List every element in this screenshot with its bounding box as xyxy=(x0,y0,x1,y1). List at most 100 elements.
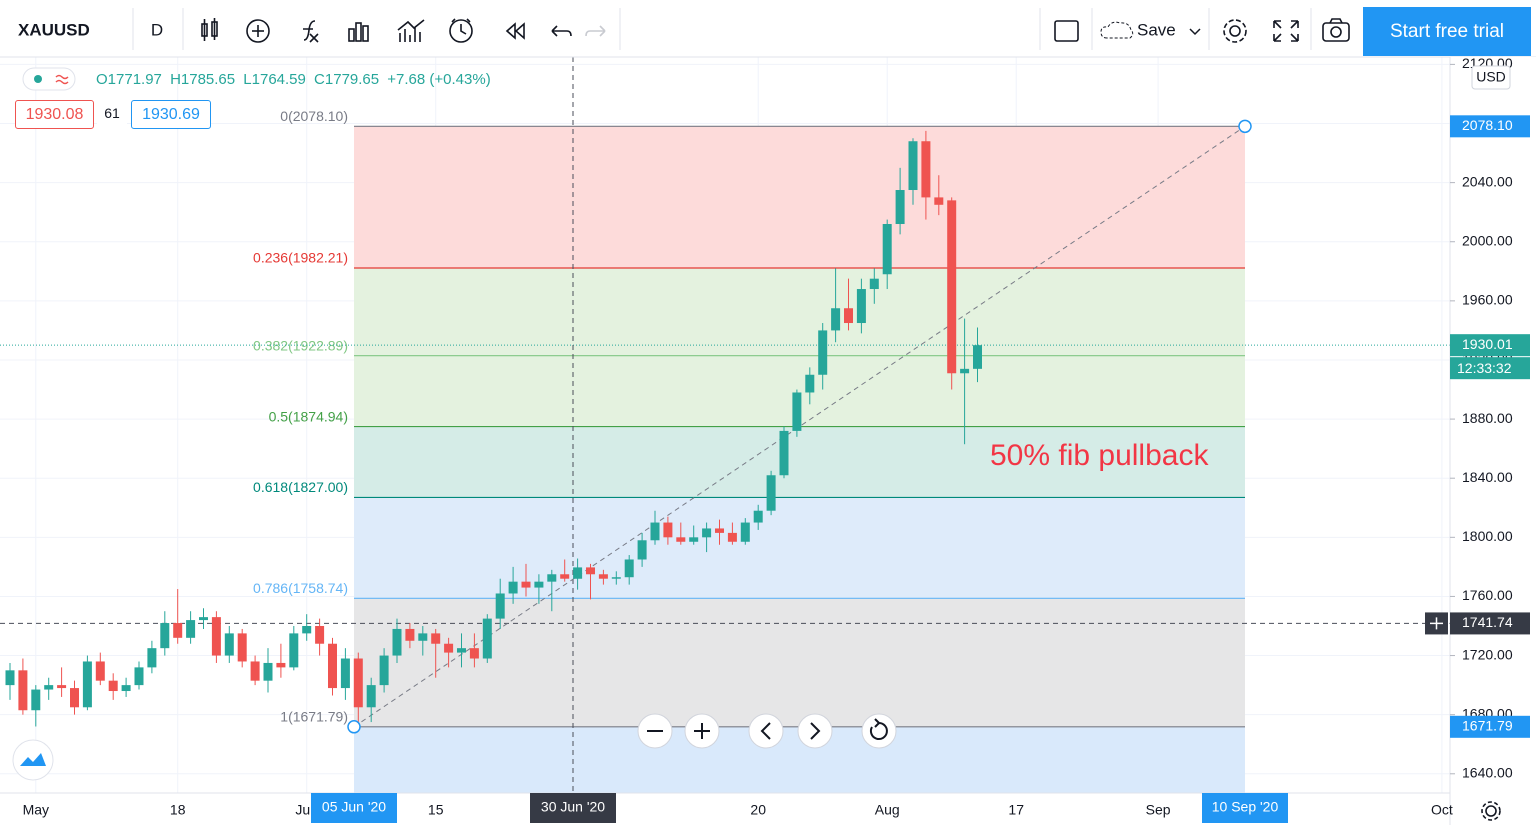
candle-body xyxy=(18,670,28,711)
x-tick-label: 17 xyxy=(1008,802,1024,818)
candle-body xyxy=(70,688,79,708)
candle-body xyxy=(5,670,15,686)
candle-body xyxy=(95,661,105,681)
candle-body xyxy=(57,685,67,689)
layout-icon[interactable] xyxy=(1054,20,1079,42)
candle-body xyxy=(844,308,853,324)
buy-price[interactable]: 1930.69 xyxy=(131,100,211,129)
save-dropdown[interactable] xyxy=(1189,28,1201,36)
range-end-label-box xyxy=(1202,793,1288,823)
candle-body xyxy=(392,628,402,656)
settings-icon[interactable] xyxy=(1481,801,1501,821)
candle-body xyxy=(328,643,337,689)
crosshair-price-label: 1741.74 xyxy=(1462,614,1513,630)
add-alert-icon xyxy=(1430,617,1443,630)
toolbar-bg xyxy=(0,0,1536,57)
toolbar-icons-right[interactable] xyxy=(1223,18,1350,43)
candle-body xyxy=(869,278,879,290)
legend-open: O1771.97 xyxy=(96,71,162,88)
price-tag xyxy=(1450,715,1530,738)
symbol[interactable]: XAUUSD xyxy=(18,20,90,39)
zoom-in[interactable] xyxy=(684,713,720,749)
candle-body xyxy=(457,648,466,653)
fib-label: 0.5(1874.94) xyxy=(269,408,348,424)
candle-body xyxy=(186,620,196,638)
candle-body xyxy=(637,540,647,560)
x-tick-label: 15 xyxy=(428,802,444,818)
candle-body xyxy=(147,648,157,668)
x-tick-label: 20 xyxy=(750,802,766,818)
crosshair-price-tag xyxy=(1450,612,1530,635)
candle-body xyxy=(534,581,544,588)
reset-view[interactable] xyxy=(861,713,897,749)
candle-body xyxy=(624,559,634,578)
trial-button[interactable] xyxy=(1363,7,1531,56)
y-tick-label: 1960.00 xyxy=(1462,292,1513,308)
fib-handle xyxy=(347,720,361,734)
zoom-controls xyxy=(637,713,897,749)
countdown-box xyxy=(1450,357,1530,380)
candle-body xyxy=(44,685,54,690)
x-tick-label: 18 xyxy=(170,802,186,818)
candle-body xyxy=(792,392,802,431)
fib-zone xyxy=(354,126,1245,269)
x-tick-label: May xyxy=(23,802,49,818)
fib-handle xyxy=(1238,119,1252,134)
redo-icon[interactable] xyxy=(585,25,606,37)
countdown: 12:33:32 xyxy=(1457,360,1512,376)
candle-body xyxy=(289,633,299,668)
legend-high: H1785.65 xyxy=(170,71,236,88)
candle-body xyxy=(818,330,828,375)
currency: USD xyxy=(1476,69,1506,85)
candle-body xyxy=(586,567,595,575)
candle-body xyxy=(418,633,428,641)
candle-body xyxy=(882,224,892,275)
candle-body xyxy=(366,685,376,708)
legend-low: L1764.59 xyxy=(243,71,306,88)
y-tick-label: 1880.00 xyxy=(1462,410,1513,426)
y-tick-label: 1840.00 xyxy=(1462,469,1513,485)
candle-body xyxy=(160,623,170,649)
fib-zone xyxy=(354,497,1245,599)
save-button[interactable]: Save xyxy=(1137,20,1176,39)
scroll-left[interactable] xyxy=(748,713,784,749)
sell-price[interactable]: 1930.08 xyxy=(15,100,94,129)
candle-body xyxy=(431,633,441,644)
candle-body xyxy=(302,625,312,634)
fib-label: 0.786(1758.74) xyxy=(253,580,348,596)
candle-body xyxy=(469,648,479,659)
candle-body xyxy=(82,661,92,708)
candle-body xyxy=(611,577,621,579)
cloud-icon[interactable] xyxy=(1100,21,1134,39)
candle-body xyxy=(973,345,982,369)
candle-body xyxy=(805,374,815,393)
y-tick-label: 1720.00 xyxy=(1462,646,1513,662)
candle-body xyxy=(340,658,350,689)
crosshair-date-label-box xyxy=(530,793,616,823)
scroll-right[interactable] xyxy=(797,713,833,749)
candle-body xyxy=(676,537,686,542)
candle-body xyxy=(521,581,531,588)
fib-zone xyxy=(354,598,1245,727)
annotation: 50% fib pullback xyxy=(990,439,1209,472)
interval[interactable]: D xyxy=(151,20,163,39)
candle-body xyxy=(779,430,789,476)
zoom-out[interactable] xyxy=(637,713,673,749)
y-tick-label: 2040.00 xyxy=(1462,173,1513,189)
tv-logo[interactable] xyxy=(12,739,54,781)
candle-body xyxy=(315,625,325,644)
y-tick-label: 1640.00 xyxy=(1462,764,1513,780)
x-tick-label: Aug xyxy=(875,802,900,818)
candle-body xyxy=(921,141,931,198)
toolbar-icons[interactable] xyxy=(201,18,572,43)
candle-body xyxy=(108,680,118,692)
candle-body xyxy=(405,628,415,641)
trial-button-label[interactable]: Start free trial xyxy=(1390,21,1504,42)
candle-body xyxy=(831,308,841,331)
range-start-label: 05 Jun '20 xyxy=(322,799,386,815)
candle-body xyxy=(495,593,505,619)
price-axis: 1640.001680.001720.001760.001800.001840.… xyxy=(1425,55,1536,825)
price-tag-label: 1930.01 xyxy=(1462,336,1513,352)
fib-zone xyxy=(354,426,1245,498)
